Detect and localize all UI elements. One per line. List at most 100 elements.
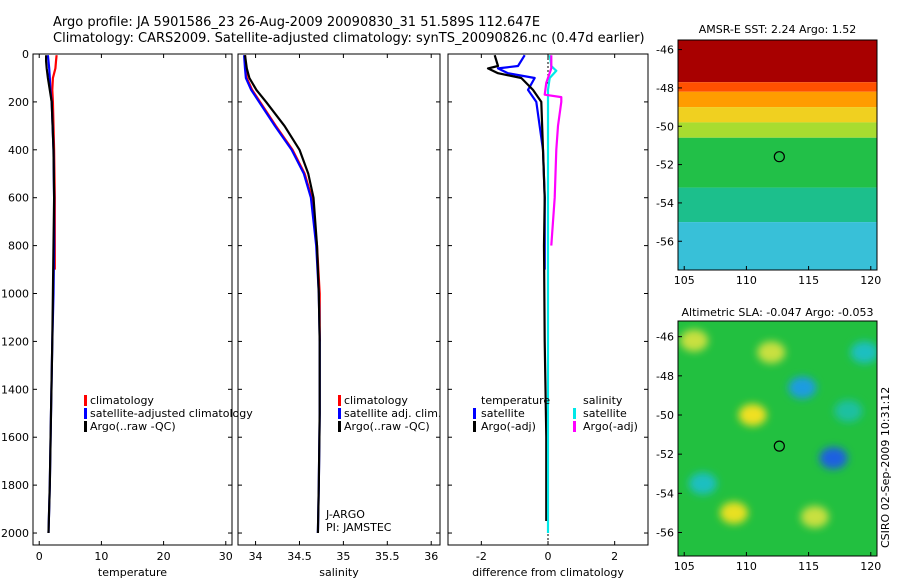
sst_map-band xyxy=(678,107,877,123)
sla_map-title: Altimetric SLA: -0.047 Argo: -0.053 xyxy=(682,306,874,319)
salinity-legend-label: climatology xyxy=(344,394,408,407)
sst_map-band xyxy=(678,82,877,92)
sla_map-xtick-label: 105 xyxy=(674,560,695,573)
salinity-legend-swatch xyxy=(338,395,341,406)
salinity-annotation-line: J-ARGO xyxy=(325,508,365,521)
sla_map-ytick-label: -56 xyxy=(656,527,674,540)
salinity-xtick-label: 35 xyxy=(336,550,350,563)
sla_map-anomaly-blob xyxy=(850,341,877,364)
temperature-legend-swatch xyxy=(84,395,87,406)
temperature-xtick-label: 10 xyxy=(94,550,108,563)
sst_map-xtick-label: 115 xyxy=(798,274,819,287)
temperature-xlabel: temperature xyxy=(98,566,167,579)
sla_map-xtick-label: 115 xyxy=(798,560,819,573)
sla_map-ytick-label: -54 xyxy=(656,487,674,500)
temperature-ytick-label: 2000 xyxy=(1,527,29,540)
sla_map-xtick-label: 110 xyxy=(736,560,757,573)
sst_map-band xyxy=(678,122,877,138)
difference-legend-temperature-title: temperature xyxy=(481,394,550,407)
difference-series-line xyxy=(543,55,563,246)
temperature-ytick-label: 200 xyxy=(8,96,29,109)
sst_map-frame xyxy=(677,39,878,271)
sst_map-ytick-label: -48 xyxy=(656,82,674,95)
difference-series-line xyxy=(486,54,548,521)
difference-xlabel: difference from climatology xyxy=(472,566,624,579)
sst_map-field xyxy=(678,40,877,270)
difference-series-line xyxy=(546,55,558,533)
sla_map-anomaly-blob xyxy=(800,505,829,528)
temperature-ytick-label: 1200 xyxy=(1,335,29,348)
salinity-axes-frame xyxy=(237,53,441,546)
sla_map-argo-marker xyxy=(773,440,785,452)
sst_map-ytick-label: -56 xyxy=(656,235,674,248)
difference-xtick-label: 2 xyxy=(611,550,618,563)
temperature-ytick-label: 1800 xyxy=(1,479,29,492)
temperature-axes-frame xyxy=(32,53,233,546)
difference-legend-temperature-label: satellite xyxy=(481,407,525,420)
header-line-2: Climatology: CARS2009. Satellite-adjuste… xyxy=(53,31,645,46)
salinity-legend-label: Argo(..raw -QC) xyxy=(344,420,430,433)
salinity-legend-swatch xyxy=(338,408,341,419)
temperature-ytick-label: 0 xyxy=(22,48,29,61)
sla_map-anomaly-blob xyxy=(788,376,817,399)
salinity-xtick-label: 35.5 xyxy=(375,550,400,563)
sst_map-xtick-label: 110 xyxy=(736,274,757,287)
sst_map-ytick-label: -50 xyxy=(656,120,674,133)
sst_map-title: AMSR-E SST: 2.24 Argo: 1.52 xyxy=(699,23,857,36)
sst_map-ytick-label: -52 xyxy=(656,159,674,172)
difference-legend-salinity-label: Argo(-adj) xyxy=(583,420,638,433)
sst_map-band xyxy=(678,187,877,223)
salinity-legend-label: satellite adj. clim. xyxy=(344,407,441,420)
sla_map-ytick-label: -46 xyxy=(656,331,674,344)
difference-legend-temperature-label: Argo(-adj) xyxy=(481,420,536,433)
temperature-ytick-label: 1400 xyxy=(1,383,29,396)
footer-stamp: CSIRO 02-Sep-2009 10:31:12 xyxy=(879,387,892,548)
temperature-legend-label: satellite-adjusted climatology xyxy=(90,407,253,420)
sla_map-anomaly-blob xyxy=(680,329,709,352)
temperature-xtick-label: 30 xyxy=(219,550,233,563)
sst_map-xtick-label: 120 xyxy=(860,274,881,287)
sst_map-band xyxy=(678,91,877,108)
difference-xtick-label: 0 xyxy=(545,550,552,563)
sst_map-band xyxy=(678,137,877,188)
temperature-legend-label: climatology xyxy=(90,394,154,407)
sla_map-anomaly-blob xyxy=(819,447,848,470)
difference-legend-salinity-label: satellite xyxy=(583,407,627,420)
sst_map-ytick-label: -54 xyxy=(656,197,674,210)
sst_map-argo-marker xyxy=(773,151,785,163)
temperature-legend-swatch xyxy=(84,421,87,432)
sst_map-band xyxy=(678,222,877,270)
salinity-legend-swatch xyxy=(338,421,341,432)
sla_map-ytick-label: -48 xyxy=(656,370,674,383)
temperature-legend-swatch xyxy=(84,408,87,419)
sst_map-ytick-label: -46 xyxy=(656,44,674,57)
sla_map-anomaly-blob xyxy=(834,400,863,423)
difference-xtick-label: -2 xyxy=(476,550,487,563)
sla_map-xtick-label: 120 xyxy=(860,560,881,573)
temperature-xtick-label: 20 xyxy=(157,550,171,563)
difference-legend-salinity-swatch xyxy=(573,408,576,419)
difference-legend-temperature-swatch xyxy=(473,421,476,432)
sst_map-xtick-label: 105 xyxy=(674,274,695,287)
sla_map-frame xyxy=(677,320,878,557)
difference-legend-salinity-title: salinity xyxy=(583,394,623,407)
sst_map-band xyxy=(678,40,877,83)
sla_map-ytick-label: -50 xyxy=(656,409,674,422)
sla_map-field xyxy=(678,321,877,556)
temperature-ytick-label: 1000 xyxy=(1,288,29,301)
header-line-1: Argo profile: JA 5901586_23 26-Aug-2009 … xyxy=(53,15,540,30)
sla_map-anomaly-blob xyxy=(738,404,767,426)
difference-legend-temperature-swatch xyxy=(473,408,476,419)
salinity-xlabel: salinity xyxy=(319,566,359,579)
salinity-series-line xyxy=(243,55,321,534)
temperature-ytick-label: 800 xyxy=(8,240,29,253)
salinity-annotation-line: PI: JAMSTEC xyxy=(326,521,392,534)
salinity-xtick-label: 34.5 xyxy=(287,550,312,563)
temperature-ytick-label: 400 xyxy=(8,144,29,157)
temperature-series-line xyxy=(44,55,56,534)
temperature-xtick-label: 0 xyxy=(36,550,43,563)
temperature-ytick-label: 600 xyxy=(8,192,29,205)
sla_map-anomaly-blob xyxy=(757,341,786,364)
temperature-ytick-label: 1600 xyxy=(1,431,29,444)
